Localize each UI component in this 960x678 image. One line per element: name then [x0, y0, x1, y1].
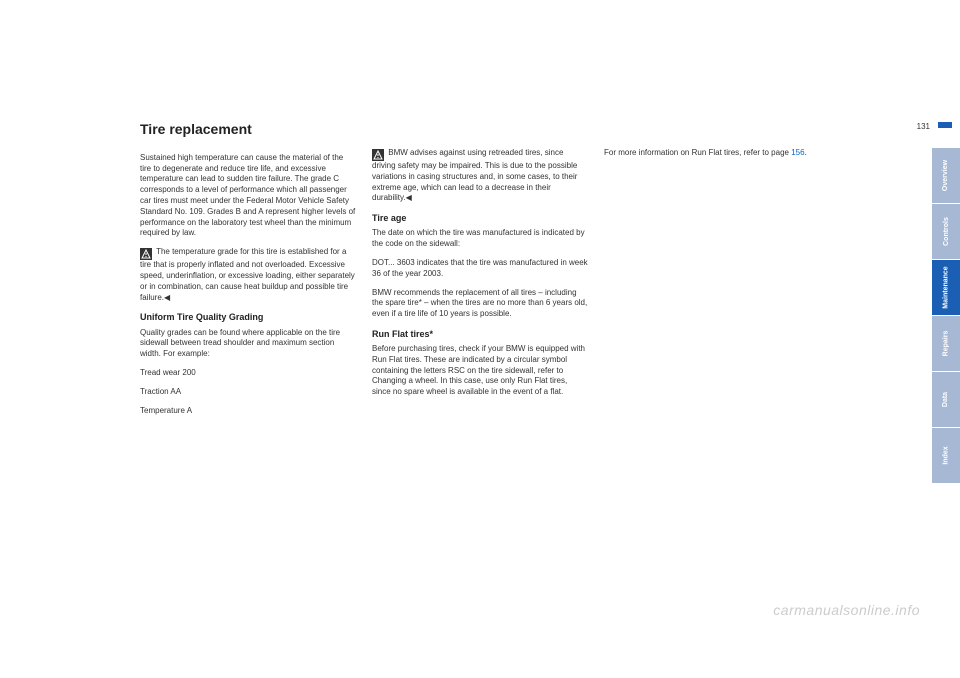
- body-text: DOT... 3603 indicates that the tire was …: [372, 258, 588, 280]
- tab-controls[interactable]: Controls: [932, 204, 960, 259]
- tab-data[interactable]: Data: [932, 372, 960, 427]
- tab-label: Data: [943, 392, 950, 407]
- warning-text: BMW advises against using retreaded tire…: [372, 148, 577, 202]
- subheading-tire-age: Tire age: [372, 212, 588, 224]
- page-ref-link[interactable]: 156: [791, 148, 804, 157]
- subheading-uniform-grading: Uniform Tire Quality Grading: [140, 311, 356, 323]
- body-text: The date on which the tire was manufactu…: [372, 228, 588, 250]
- body-text-warning: The temperature grade for this tire is e…: [140, 247, 356, 303]
- warning-text: The temperature grade for this tire is e…: [140, 247, 355, 301]
- list-item: Traction AA: [140, 387, 356, 398]
- header-accent-bar: [938, 122, 952, 128]
- warning-icon: [140, 248, 152, 260]
- column-1: Tire replacement Sustained high temperat…: [140, 120, 356, 570]
- watermark: carmanualsonline.info: [773, 602, 920, 618]
- tab-label: Overview: [943, 160, 950, 191]
- text-fragment: For more information on Run Flat tires, …: [604, 148, 791, 157]
- tab-label: Maintenance: [943, 266, 950, 308]
- column-3: For more information on Run Flat tires, …: [604, 120, 820, 570]
- body-text-warning: BMW advises against using retreaded tire…: [372, 148, 588, 204]
- body-text: Quality grades can be found where applic…: [140, 328, 356, 360]
- tab-maintenance[interactable]: Maintenance: [932, 260, 960, 315]
- tab-label: Index: [942, 446, 949, 464]
- text-fragment: .: [805, 148, 807, 157]
- column-2: BMW advises against using retreaded tire…: [372, 120, 588, 570]
- list-item: Temperature A: [140, 406, 356, 417]
- tab-label: Repairs: [943, 331, 950, 357]
- list-item: Tread wear 200: [140, 368, 356, 379]
- page-content: Tire replacement Sustained high temperat…: [140, 120, 820, 570]
- tab-repairs[interactable]: Repairs: [932, 316, 960, 371]
- subheading-run-flat: Run Flat tires*: [372, 328, 588, 340]
- side-tabs: Overview Controls Maintenance Repairs Da…: [932, 148, 960, 484]
- warning-icon: [372, 149, 384, 161]
- body-text: For more information on Run Flat tires, …: [604, 148, 820, 159]
- body-text: Before purchasing tires, check if your B…: [372, 344, 588, 398]
- page-number: 131: [917, 122, 930, 131]
- body-text: Sustained high temperature can cause the…: [140, 153, 356, 239]
- tab-index[interactable]: Index: [932, 428, 960, 483]
- tab-overview[interactable]: Overview: [932, 148, 960, 203]
- body-text: BMW recommends the replacement of all ti…: [372, 288, 588, 320]
- page-title: Tire replacement: [140, 120, 356, 139]
- tab-label: Controls: [943, 217, 950, 246]
